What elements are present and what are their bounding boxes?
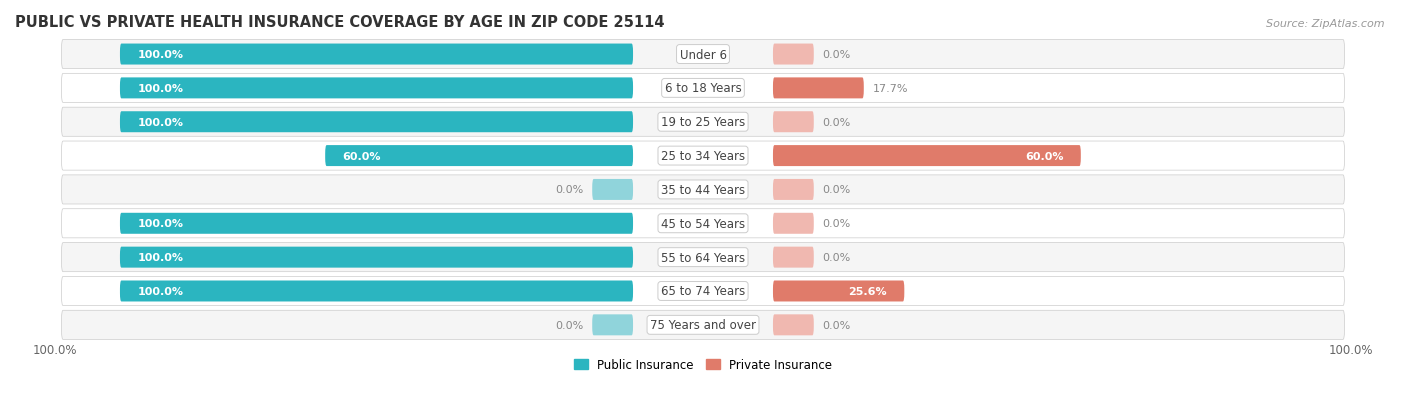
FancyBboxPatch shape — [120, 78, 633, 99]
Text: 100.0%: 100.0% — [138, 286, 183, 296]
Text: 60.0%: 60.0% — [343, 151, 381, 161]
Text: 100.0%: 100.0% — [138, 50, 183, 60]
Text: 0.0%: 0.0% — [823, 50, 851, 60]
Text: 60.0%: 60.0% — [1025, 151, 1063, 161]
FancyBboxPatch shape — [62, 311, 1344, 339]
FancyBboxPatch shape — [62, 209, 1344, 238]
FancyBboxPatch shape — [773, 45, 814, 65]
FancyBboxPatch shape — [62, 142, 1344, 171]
Text: 75 Years and over: 75 Years and over — [650, 318, 756, 332]
Legend: Public Insurance, Private Insurance: Public Insurance, Private Insurance — [569, 353, 837, 375]
FancyBboxPatch shape — [62, 108, 1344, 137]
Text: 19 to 25 Years: 19 to 25 Years — [661, 116, 745, 129]
Text: 65 to 74 Years: 65 to 74 Years — [661, 285, 745, 298]
Text: PUBLIC VS PRIVATE HEALTH INSURANCE COVERAGE BY AGE IN ZIP CODE 25114: PUBLIC VS PRIVATE HEALTH INSURANCE COVER… — [15, 15, 665, 30]
FancyBboxPatch shape — [120, 213, 633, 234]
FancyBboxPatch shape — [773, 247, 814, 268]
Text: 0.0%: 0.0% — [555, 185, 583, 195]
Text: 100.0%: 100.0% — [138, 84, 183, 94]
FancyBboxPatch shape — [120, 281, 633, 302]
FancyBboxPatch shape — [120, 247, 633, 268]
FancyBboxPatch shape — [773, 146, 1081, 167]
FancyBboxPatch shape — [62, 176, 1344, 204]
Text: 100.0%: 100.0% — [138, 219, 183, 229]
FancyBboxPatch shape — [773, 281, 904, 302]
Text: 0.0%: 0.0% — [823, 219, 851, 229]
FancyBboxPatch shape — [120, 112, 633, 133]
FancyBboxPatch shape — [325, 146, 633, 167]
Text: Source: ZipAtlas.com: Source: ZipAtlas.com — [1267, 19, 1385, 28]
Text: 25.6%: 25.6% — [848, 286, 887, 296]
FancyBboxPatch shape — [592, 180, 633, 200]
Text: 55 to 64 Years: 55 to 64 Years — [661, 251, 745, 264]
FancyBboxPatch shape — [592, 315, 633, 335]
Text: 6 to 18 Years: 6 to 18 Years — [665, 82, 741, 95]
Text: 0.0%: 0.0% — [823, 117, 851, 128]
FancyBboxPatch shape — [62, 74, 1344, 103]
FancyBboxPatch shape — [773, 112, 814, 133]
FancyBboxPatch shape — [62, 40, 1344, 69]
FancyBboxPatch shape — [773, 315, 814, 335]
FancyBboxPatch shape — [120, 45, 633, 65]
FancyBboxPatch shape — [773, 180, 814, 200]
FancyBboxPatch shape — [62, 243, 1344, 272]
FancyBboxPatch shape — [773, 78, 863, 99]
Text: 0.0%: 0.0% — [823, 252, 851, 263]
Text: 100.0%: 100.0% — [138, 117, 183, 128]
Text: 0.0%: 0.0% — [823, 320, 851, 330]
Text: 100.0%: 100.0% — [138, 252, 183, 263]
Text: 0.0%: 0.0% — [823, 185, 851, 195]
Text: 0.0%: 0.0% — [555, 320, 583, 330]
Text: 45 to 54 Years: 45 to 54 Years — [661, 217, 745, 230]
FancyBboxPatch shape — [62, 277, 1344, 306]
FancyBboxPatch shape — [773, 213, 814, 234]
Text: 17.7%: 17.7% — [873, 84, 908, 94]
Text: 25 to 34 Years: 25 to 34 Years — [661, 150, 745, 163]
Text: 35 to 44 Years: 35 to 44 Years — [661, 183, 745, 197]
Text: 100.0%: 100.0% — [32, 344, 77, 356]
Text: Under 6: Under 6 — [679, 48, 727, 62]
Text: 100.0%: 100.0% — [1329, 344, 1374, 356]
